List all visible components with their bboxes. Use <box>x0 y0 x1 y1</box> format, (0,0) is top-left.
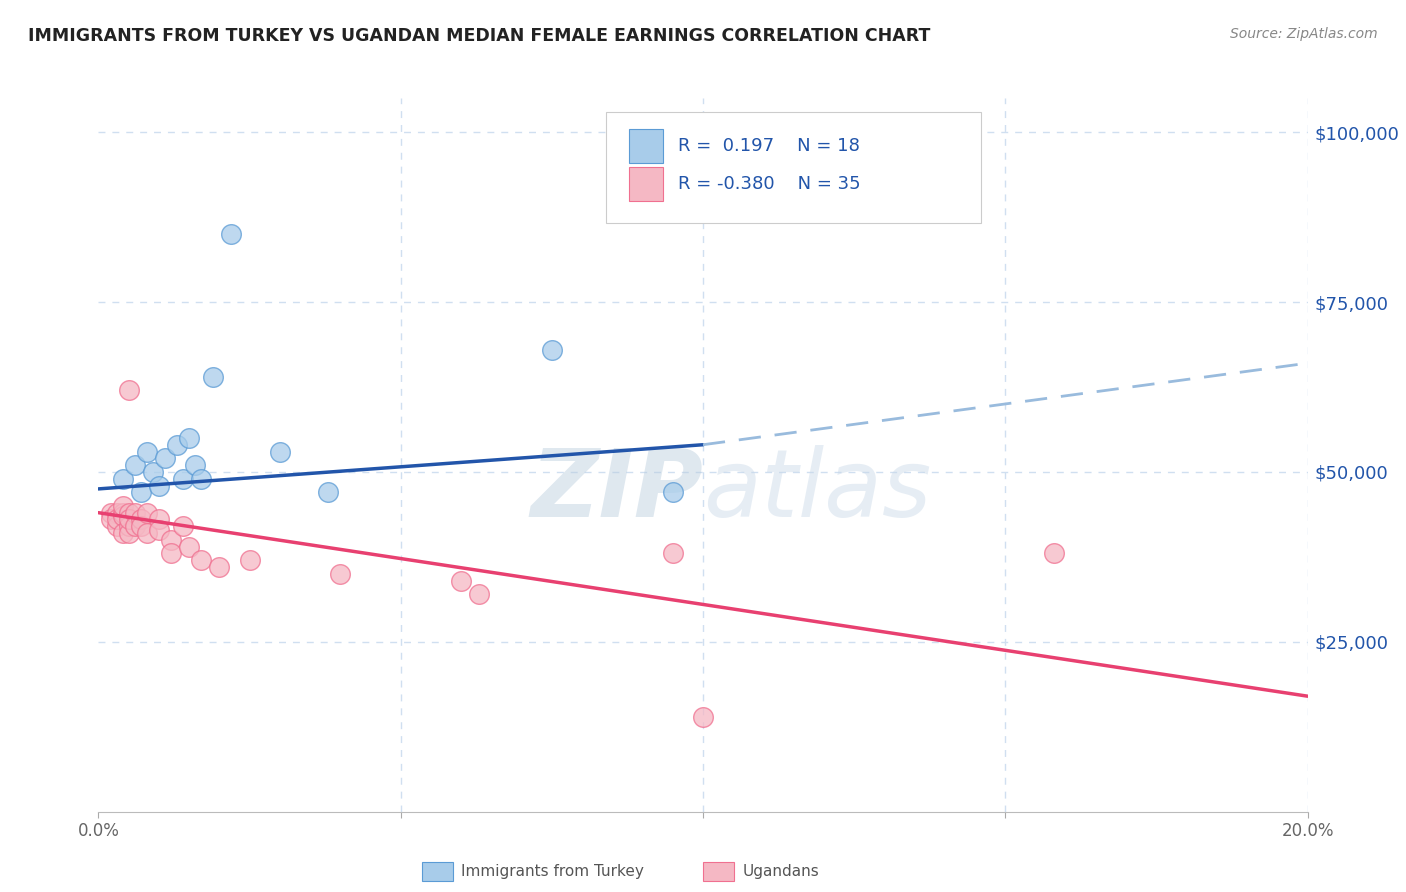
Point <box>118 519 141 533</box>
Point <box>692 709 714 723</box>
Point <box>184 458 207 472</box>
Point <box>148 478 170 492</box>
Point <box>179 540 201 554</box>
Point <box>111 526 134 541</box>
Point <box>540 343 562 357</box>
FancyBboxPatch shape <box>630 128 664 163</box>
Point <box>118 526 141 541</box>
Point <box>239 553 262 567</box>
Point <box>148 512 170 526</box>
Point <box>1042 546 1064 560</box>
Point <box>111 506 134 520</box>
Text: Source: ZipAtlas.com: Source: ZipAtlas.com <box>1230 27 1378 41</box>
Point <box>129 519 152 533</box>
Text: atlas: atlas <box>703 445 931 536</box>
Point <box>124 506 146 520</box>
Point <box>202 369 225 384</box>
Point <box>129 485 152 500</box>
Point <box>208 560 231 574</box>
Point <box>105 512 128 526</box>
Point <box>190 472 212 486</box>
Text: R = -0.380    N = 35: R = -0.380 N = 35 <box>678 175 860 193</box>
Point <box>111 509 134 524</box>
Point <box>148 523 170 537</box>
Point <box>160 546 183 560</box>
Point <box>100 506 122 520</box>
Point <box>111 472 134 486</box>
Point <box>172 519 194 533</box>
Text: Immigrants from Turkey: Immigrants from Turkey <box>461 864 644 879</box>
Point <box>111 499 134 513</box>
Point <box>105 506 128 520</box>
Point <box>190 553 212 567</box>
Point <box>221 227 243 241</box>
Point <box>105 519 128 533</box>
Point <box>135 506 157 520</box>
Point <box>118 512 141 526</box>
Point <box>269 444 291 458</box>
Point <box>135 444 157 458</box>
Point <box>662 485 685 500</box>
Point <box>316 485 339 500</box>
Point <box>135 526 157 541</box>
Point <box>100 512 122 526</box>
Point <box>160 533 183 547</box>
Point <box>118 384 141 398</box>
Point <box>118 506 141 520</box>
Text: Ugandans: Ugandans <box>742 864 820 879</box>
Point <box>450 574 472 588</box>
Text: R =  0.197    N = 18: R = 0.197 N = 18 <box>678 137 859 155</box>
Point <box>329 566 352 581</box>
Point <box>129 512 152 526</box>
Point <box>468 587 491 601</box>
Point <box>142 465 165 479</box>
Point <box>124 519 146 533</box>
Point <box>166 438 188 452</box>
Text: ZIP: ZIP <box>530 444 703 537</box>
Point <box>179 431 201 445</box>
FancyBboxPatch shape <box>606 112 981 223</box>
Point <box>662 546 685 560</box>
Text: IMMIGRANTS FROM TURKEY VS UGANDAN MEDIAN FEMALE EARNINGS CORRELATION CHART: IMMIGRANTS FROM TURKEY VS UGANDAN MEDIAN… <box>28 27 931 45</box>
Point <box>172 472 194 486</box>
Point <box>124 458 146 472</box>
FancyBboxPatch shape <box>630 167 664 201</box>
Point <box>153 451 176 466</box>
